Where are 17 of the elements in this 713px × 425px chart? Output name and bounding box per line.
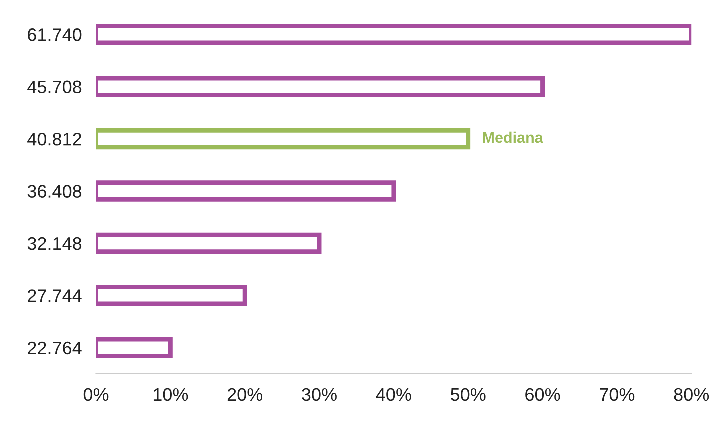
x-tick-label: 20%	[228, 388, 263, 402]
x-tick-label: 70%	[600, 388, 635, 402]
x-tick-label: 0%	[84, 388, 109, 402]
x-tick-label: 80%	[674, 388, 710, 402]
y-tick-label: 22.764	[28, 342, 82, 355]
x-tick-label: 10%	[154, 388, 188, 402]
x-tick-label: 60%	[526, 388, 560, 402]
x-tick-label: 50%	[451, 388, 486, 402]
y-tick-label: 61.740	[28, 28, 82, 42]
y-tick-label: 40.812	[28, 132, 82, 146]
x-tick-label: 40%	[376, 388, 412, 402]
x-tick-label: 30%	[302, 388, 337, 402]
y-tick-label: 32.148	[28, 237, 82, 250]
y-tick-label: 45.708	[28, 80, 82, 94]
y-tick-label: 36.408	[28, 185, 82, 198]
y-tick-label: 27.744	[28, 290, 82, 302]
annotation: Mediana	[483, 132, 544, 144]
